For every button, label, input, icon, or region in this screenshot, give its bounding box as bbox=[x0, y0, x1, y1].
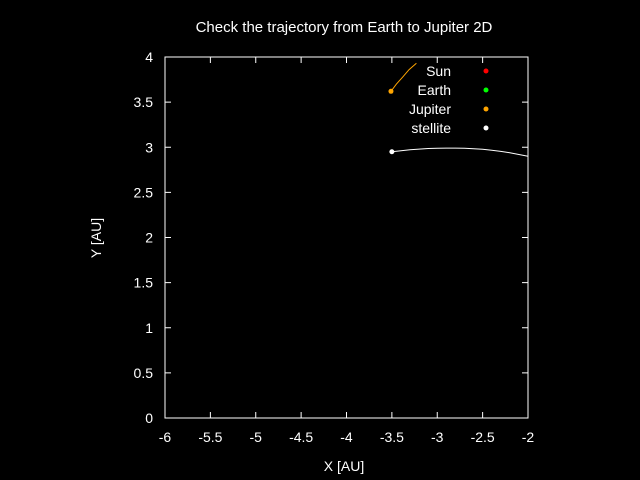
legend-marker bbox=[483, 68, 489, 74]
plot-frame bbox=[164, 56, 529, 419]
y-tick-label: 0.5 bbox=[134, 365, 154, 381]
x-axis-label: X [AU] bbox=[324, 458, 364, 474]
y-tick-label: 2 bbox=[145, 230, 153, 246]
x-tick-label: -4.5 bbox=[289, 429, 313, 445]
x-tick-label: -5 bbox=[250, 429, 263, 445]
x-tick-label: -6 bbox=[159, 429, 172, 445]
series-layer bbox=[388, 62, 528, 157]
legend-marker bbox=[483, 106, 489, 112]
legend: Sun Earth Jupiter stellite bbox=[409, 63, 489, 136]
y-tick-label: 4 bbox=[145, 49, 153, 65]
legend-marker bbox=[483, 87, 489, 93]
x-tick-label: -3 bbox=[431, 429, 444, 445]
series-point-stellite bbox=[389, 149, 395, 155]
legend-label: stellite bbox=[411, 120, 451, 136]
y-tick-label: 1 bbox=[145, 320, 153, 336]
x-tick-label: -3.5 bbox=[380, 429, 404, 445]
ticks-layer: -6 -5.5 -5 -4.5 -4 -3.5 -3 -2.5 -2 0 0.5 1 1.5 2 2.5 3 3… bbox=[134, 49, 535, 445]
x-tick-label: -5.5 bbox=[198, 429, 222, 445]
legend-label: Earth bbox=[418, 82, 451, 98]
legend-label: Jupiter bbox=[409, 101, 451, 117]
y-axis-label: Y [AU] bbox=[88, 218, 104, 258]
y-tick-label: 2.5 bbox=[134, 184, 154, 200]
legend-marker bbox=[483, 125, 489, 131]
chart-title: Check the trajectory from Earth to Jupit… bbox=[196, 19, 493, 36]
y-tick-label: 3.5 bbox=[134, 94, 154, 110]
x-tick-label: -2 bbox=[522, 429, 535, 445]
x-tick-label: -2.5 bbox=[471, 429, 495, 445]
series-line-stellite bbox=[391, 147, 528, 157]
y-tick-label: 1.5 bbox=[134, 275, 154, 291]
series-point-jupiter bbox=[388, 88, 394, 94]
y-tick-label: 0 bbox=[145, 410, 153, 426]
y-tick-label: 3 bbox=[145, 139, 153, 155]
x-tick-label: -4 bbox=[340, 429, 353, 445]
series-line-jupiter bbox=[390, 62, 417, 92]
legend-label: Sun bbox=[426, 63, 451, 79]
